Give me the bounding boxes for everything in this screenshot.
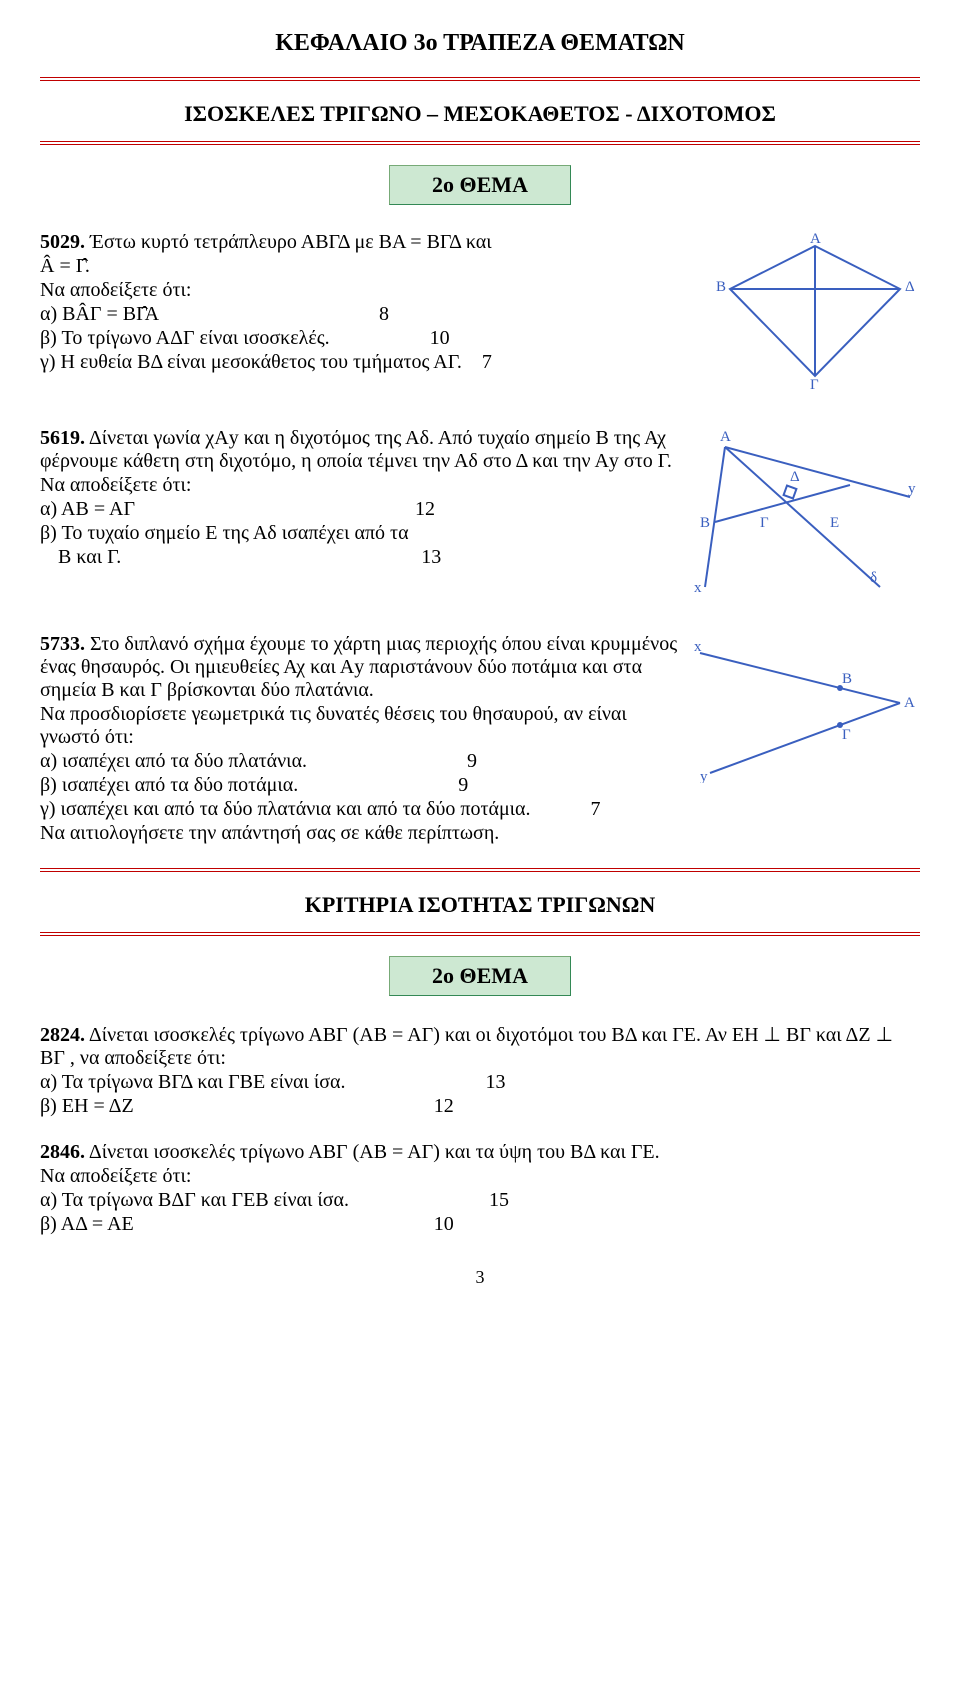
fig3-x: x [694, 639, 702, 655]
page-number: 3 [40, 1267, 920, 1288]
p5733-num: 5733. [40, 633, 85, 655]
fig3-y: y [700, 769, 708, 783]
p5733-b-score: 9 [458, 774, 476, 797]
p2846-b-score: 10 [434, 1213, 454, 1236]
fig2-x: x [694, 580, 702, 596]
p5029-a-score: 8 [379, 303, 397, 326]
figure-5619: Α Β Γ Δ Ε x y δ [690, 427, 920, 603]
rule-under-section1 [40, 141, 920, 145]
fig2-E: Ε [830, 515, 839, 531]
p2846-num: 2846. [40, 1141, 85, 1163]
p5619-b-score: 13 [421, 546, 441, 569]
p5619-num: 5619. [40, 427, 85, 449]
fig2-D: Δ [790, 469, 800, 485]
p2824-num: 2824. [40, 1024, 85, 1046]
figure-5733: Α Β Γ x y [690, 633, 920, 789]
p2824-b-score: 12 [434, 1095, 454, 1118]
problem-2846: 2846. Δίνεται ισοσκελές τρίγωνο ΑΒΓ (ΑΒ … [40, 1141, 920, 1237]
p5029-num: 5029. [40, 231, 85, 253]
p5733-a: α) ισαπέχει από τα δύο πλατάνια. [40, 750, 307, 772]
figure-5029: Α Β Δ Γ [710, 231, 920, 397]
p5619-a-score: 12 [415, 498, 435, 521]
p5619-b2: Β και Γ. [58, 546, 121, 568]
p5029-intro-a: Έστω κυρτό τετράπλευρο ΑΒΓΔ με ΒΑ = ΒΓΔ … [90, 231, 492, 253]
fig1-label-A: Α [810, 231, 821, 247]
p2824-intro: Δίνεται ισοσκελές τρίγωνο ΑΒΓ (ΑΒ = ΑΓ) … [40, 1024, 893, 1069]
p2846-a: α) Τα τρίγωνα ΒΔΓ και ΓΕΒ είναι ίσα. [40, 1189, 349, 1211]
p5733-b: β) ισαπέχει από τα δύο ποτάμια. [40, 774, 298, 796]
section1-title: ΙΣΟΣΚΕΛΕΣ ΤΡΙΓΩΝΟ – ΜΕΣΟΚΑΘΕΤΟΣ - ΔΙΧΟΤΟ… [40, 101, 920, 127]
fig2-d: δ [870, 570, 877, 586]
p2846-intro: Δίνεται ισοσκελές τρίγωνο ΑΒΓ (ΑΒ = ΑΓ) … [89, 1141, 660, 1163]
problem-2824: 2824. Δίνεται ισοσκελές τρίγωνο ΑΒΓ (ΑΒ … [40, 1022, 920, 1119]
fig2-A: Α [720, 429, 731, 445]
p5029-b: β) Το τρίγωνο ΑΔΓ είναι ισοσκελές. [40, 327, 330, 349]
p2846-a-score: 15 [489, 1189, 509, 1212]
p2824-b: β) ΕΗ = ΔΖ [40, 1095, 134, 1117]
problem-5733: Α Β Γ x y 5733. Στο διπλανό σχήμα έχουμε… [40, 633, 920, 846]
rule-mid-top [40, 868, 920, 872]
section2-title: ΚΡΙΤΗΡΙΑ ΙΣΟΤΗΤΑΣ ΤΡΙΓΩΝΩΝ [40, 892, 920, 918]
p5733-tail: Να αιτιολογήσετε την απάντησή σας σε κάθ… [40, 822, 920, 846]
fig2-B: Β [700, 515, 710, 531]
rule-mid-bottom [40, 932, 920, 936]
fig1-label-G: Γ [810, 377, 819, 391]
rule-top [40, 77, 920, 81]
p5029-c: γ) Η ευθεία ΒΔ είναι μεσοκάθετος του τμή… [40, 351, 462, 373]
chapter-title: ΚΕΦΑΛΑΙΟ 3ο ΤΡΑΠΕΖΑ ΘΕΜΑΤΩΝ [40, 30, 920, 57]
p5619-intro: Δίνεται γωνία χΑy και η διχοτόμος της Αδ… [40, 427, 672, 472]
fig2-G: Γ [760, 515, 769, 531]
p2824-a: α) Τα τρίγωνα ΒΓΔ και ΓΒΕ είναι ίσα. [40, 1071, 346, 1093]
p5619-a: α) ΑΒ = ΑΓ [40, 498, 135, 520]
p5733-c: γ) ισαπέχει και από τα δύο πλατάνια και … [40, 798, 531, 820]
p5029-a: α) ΒÂΓ = ΒΓ̂Α [40, 303, 159, 325]
fig2-y: y [908, 481, 916, 497]
p5619-b1: β) Το τυχαίο σημείο Ε της Αδ ισαπέχει απ… [40, 522, 409, 544]
p5733-intro: Στο διπλανό σχήμα έχουμε το χάρτη μιας π… [40, 633, 677, 701]
p2846-prove: Να αποδείξετε ότι: [40, 1165, 920, 1189]
problem-5029: Α Β Δ Γ 5029. Έστω κυρτό τετράπλευρο ΑΒΓ… [40, 231, 920, 405]
p2824-a-score: 13 [486, 1071, 506, 1094]
p5029-b-score: 10 [430, 327, 450, 350]
fig3-G: Γ [842, 727, 851, 743]
fig1-label-B: Β [716, 279, 726, 295]
p5029-c-score: 7 [482, 351, 500, 374]
thema-box-2: 2ο ΘΕΜΑ [389, 956, 571, 996]
fig3-A: Α [904, 695, 915, 711]
thema-box-1: 2ο ΘΕΜΑ [389, 165, 571, 205]
fig1-label-D: Δ [905, 279, 915, 295]
p5733-a-score: 9 [467, 750, 485, 773]
fig3-B: Β [842, 671, 852, 687]
problem-5619: Α Β Γ Δ Ε x y δ 5619. Δίνεται γωνία χΑy … [40, 427, 920, 611]
p2846-b: β) ΑΔ = ΑΕ [40, 1213, 134, 1235]
p5733-c-score: 7 [591, 798, 609, 821]
